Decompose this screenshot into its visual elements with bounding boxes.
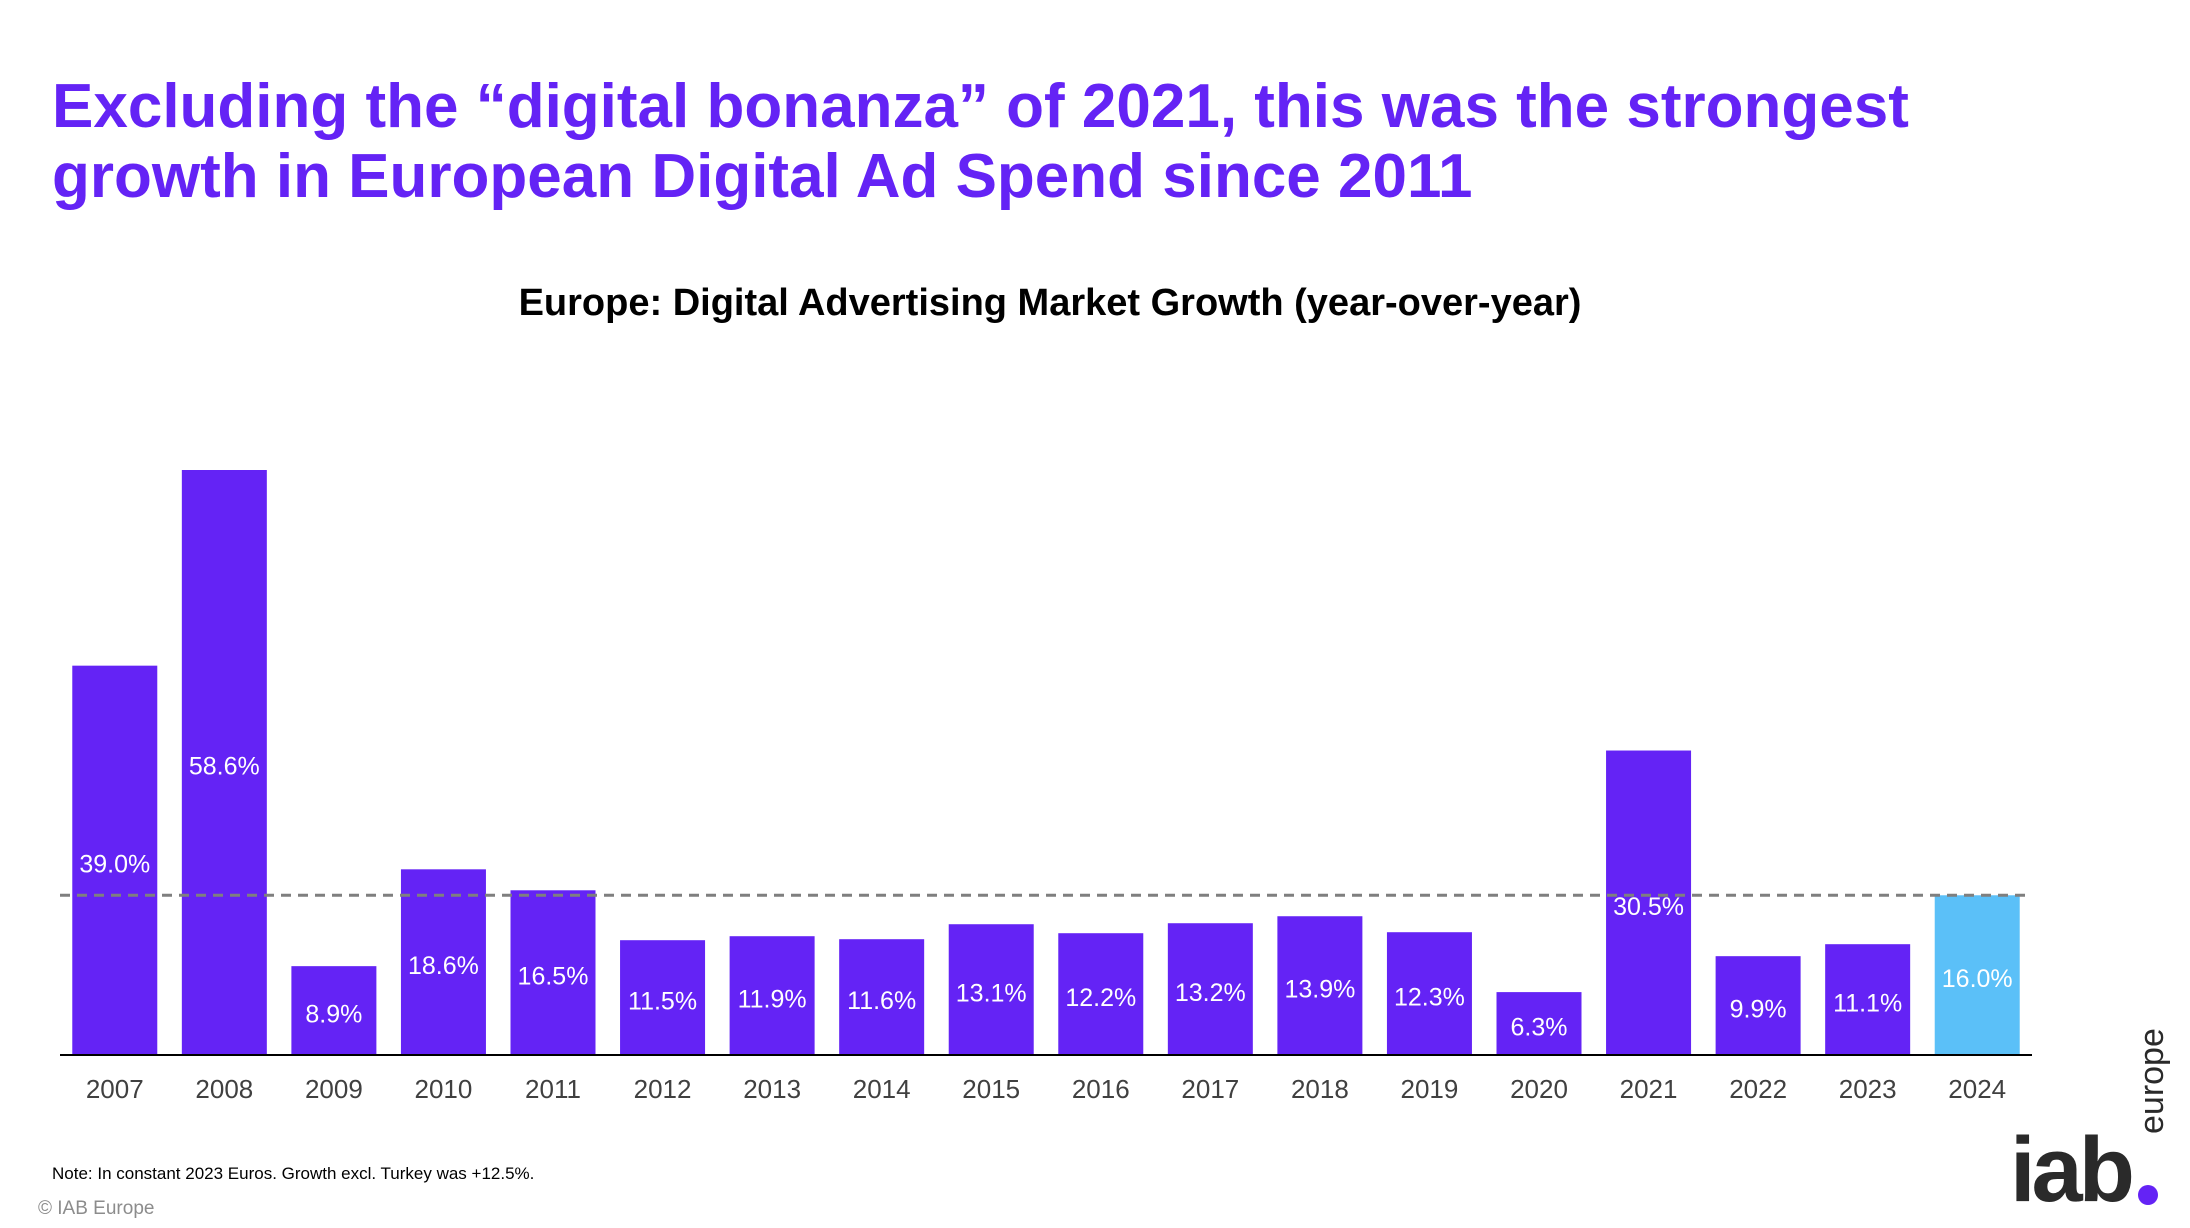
bar-2022 <box>1715 956 1801 1055</box>
x-tick-label-2018: 2018 <box>1291 1074 1349 1104</box>
iab-europe-logo: iab europe <box>2010 1028 2171 1221</box>
bar-2010 <box>400 869 486 1055</box>
bar-2024 <box>1934 895 2020 1055</box>
bar-2014 <box>839 939 925 1055</box>
x-tick-label-2020: 2020 <box>1510 1074 1568 1104</box>
data-label-2017: 13.2% <box>1175 979 1246 1007</box>
x-tick-label-2023: 2023 <box>1839 1074 1897 1104</box>
footnote: Note: In constant 2023 Euros. Growth exc… <box>52 1164 535 1183</box>
data-label-2019: 12.3% <box>1394 984 1465 1012</box>
bar-2013 <box>729 936 815 1055</box>
bar-2018 <box>1277 916 1363 1055</box>
bar-2023 <box>1825 944 1911 1055</box>
data-label-2021: 30.5% <box>1613 893 1684 921</box>
bar-2021 <box>1606 750 1692 1055</box>
x-tick-label-2017: 2017 <box>1181 1074 1239 1104</box>
logo-main-text: iab <box>2010 1119 2135 1221</box>
data-label-2014: 11.6% <box>847 987 916 1015</box>
data-label-2009: 8.9% <box>305 1001 362 1029</box>
bar-2015 <box>948 924 1034 1055</box>
bar-2009 <box>291 966 377 1055</box>
x-tick-label-2015: 2015 <box>962 1074 1020 1104</box>
data-label-2008: 58.6% <box>189 753 260 781</box>
bar-2016 <box>1058 933 1144 1055</box>
headline: Excluding the “digital bonanza” of 2021,… <box>52 72 1909 211</box>
x-tick-label-2010: 2010 <box>415 1074 473 1104</box>
data-label-2011: 16.5% <box>518 963 589 991</box>
copyright-text: © IAB Europe <box>38 1198 155 1219</box>
x-tick-label-2019: 2019 <box>1401 1074 1459 1104</box>
data-label-2015: 13.1% <box>956 980 1027 1008</box>
x-tick-label-2013: 2013 <box>743 1074 801 1104</box>
data-label-2020: 6.3% <box>1511 1014 1568 1042</box>
data-label-2024: 16.0% <box>1942 965 2013 993</box>
x-tick-label-2022: 2022 <box>1729 1074 1787 1104</box>
x-tick-label-2009: 2009 <box>305 1074 363 1104</box>
data-label-2023: 11.1% <box>1833 990 1902 1018</box>
data-label-2007: 39.0% <box>79 850 150 878</box>
data-label-2018: 13.9% <box>1284 976 1355 1004</box>
bar-2008 <box>181 470 267 1055</box>
bar-2007 <box>72 665 158 1055</box>
chart-title: Europe: Digital Advertising Market Growt… <box>518 282 1582 324</box>
x-tick-label-2014: 2014 <box>853 1074 911 1104</box>
x-tick-label-2011: 2011 <box>525 1074 581 1104</box>
data-label-2016: 12.2% <box>1065 984 1136 1012</box>
data-label-2010: 18.6% <box>408 952 479 980</box>
x-tick-label-2021: 2021 <box>1620 1074 1678 1104</box>
x-tick-label-2007: 2007 <box>86 1074 144 1104</box>
data-label-2012: 11.5% <box>628 988 697 1016</box>
x-tick-label-2016: 2016 <box>1072 1074 1130 1104</box>
bar-2011 <box>510 890 596 1055</box>
x-tick-label-2008: 2008 <box>195 1074 253 1104</box>
logo-dot <box>2138 1185 2158 1205</box>
bar-2020 <box>1496 992 1582 1055</box>
data-label-2013: 11.9% <box>738 986 807 1014</box>
bar-2019 <box>1386 932 1472 1055</box>
bar-2017 <box>1167 923 1253 1055</box>
x-tick-label-2024: 2024 <box>1948 1074 2006 1104</box>
x-tick-label-2012: 2012 <box>634 1074 692 1104</box>
bar-2012 <box>620 940 706 1055</box>
logo-sub-text: europe <box>2133 1028 2171 1134</box>
data-label-2022: 9.9% <box>1730 996 1787 1024</box>
